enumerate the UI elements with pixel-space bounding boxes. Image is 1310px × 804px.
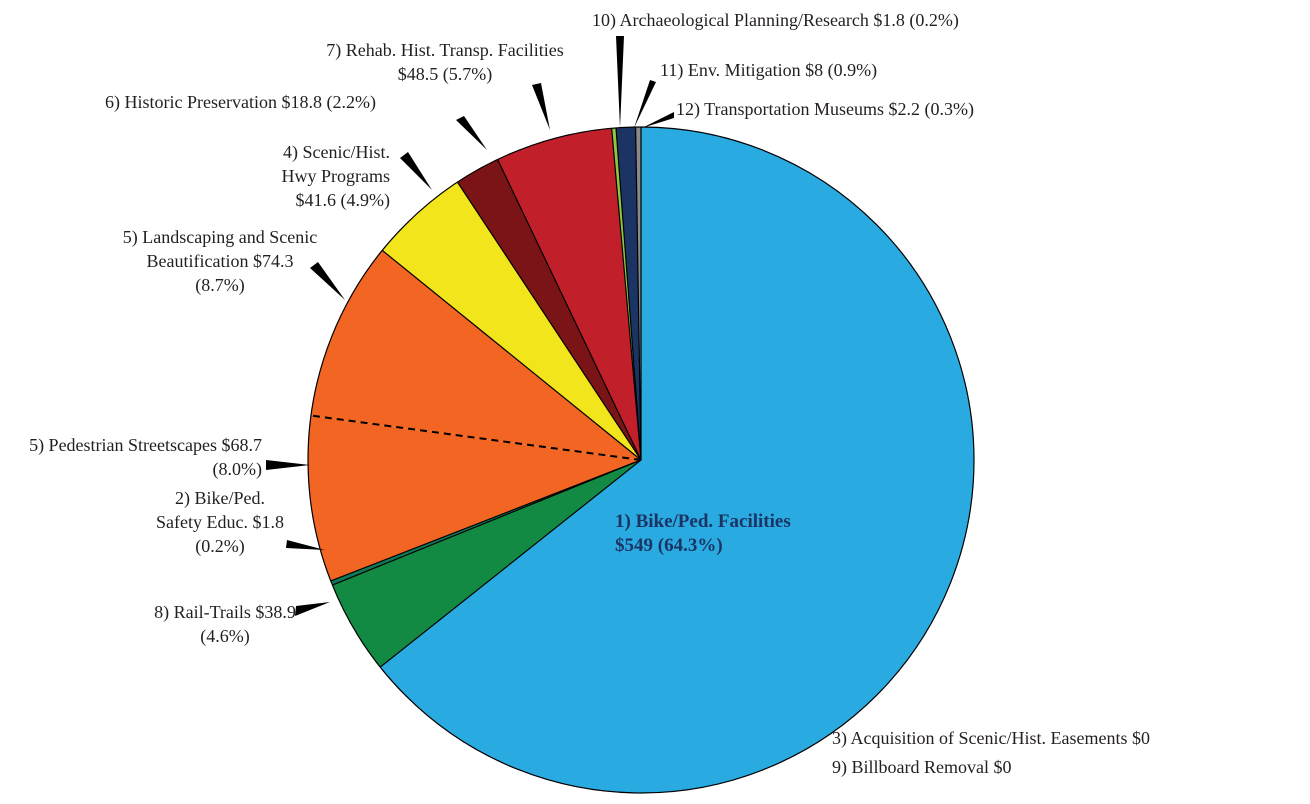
pointer [266, 460, 310, 470]
slice-value: $8 (0.9%) [805, 60, 878, 80]
slice-name: 2) Bike/Ped. Safety Educ. [156, 488, 265, 532]
pointers [266, 36, 674, 616]
pie-slice [332, 460, 641, 668]
slice-name: 12) Transportation Museums [676, 99, 885, 119]
slice-border [381, 249, 642, 461]
slice-label: 1) Bike/Ped. Facilities $549 (64.3%) [615, 510, 815, 558]
slice-name: 9) Billboard Removal [832, 757, 989, 777]
slice-border [310, 414, 642, 461]
pie-slice [497, 128, 641, 460]
slice-label: 7) Rehab. Hist. Transp. Facilities $48.5… [325, 38, 565, 86]
slice-border [615, 127, 642, 461]
slice-value: $74.3 (8.7%) [195, 251, 294, 295]
slice-name: 5) Pedestrian Streetscapes [29, 435, 217, 455]
slice-name: 1) Bike/Ped. Facilities [615, 511, 791, 532]
slice-name: 6) Historic Preservation [105, 92, 277, 112]
slice-name: 3) Acquisition of Scenic/Hist. Easements [832, 728, 1128, 748]
slice-border [497, 159, 642, 461]
slice-label: 5) Landscaping and Scenic Beautification… [120, 225, 320, 297]
slice-border [611, 128, 642, 461]
pie-slice [308, 415, 641, 581]
slice-name: 4) Scenic/Hist. Hwy Programs [281, 142, 391, 186]
slices [307, 126, 975, 794]
pointer [642, 112, 674, 128]
slice-name: 5) Landscaping and Scenic Beautification [122, 227, 318, 271]
slice-label: 8) Rail-Trails $38.9 (4.6%) [150, 600, 300, 648]
slice-value: $18.8 (2.2%) [281, 92, 376, 112]
slice-label: 4) Scenic/Hist. Hwy Programs $41.6 (4.9%… [250, 140, 391, 212]
slice-value: $0 [993, 757, 1012, 777]
pointer [400, 152, 432, 190]
pie-slice [380, 127, 974, 793]
slice-value: $0 [1131, 728, 1150, 748]
slice-value: $38.9 (4.6%) [200, 602, 296, 646]
slice-value: $41.6 (4.9%) [295, 190, 390, 210]
pie-slice [310, 250, 641, 460]
slice-value: $1.8 (0.2%) [873, 10, 959, 30]
slice-label: 5) Pedestrian Streetscapes $68.7 (8.0%) [0, 433, 262, 481]
slice-value: $68.7 (8.0%) [212, 435, 262, 479]
pie-slice [382, 182, 641, 460]
slice-label: 2) Bike/Ped. Safety Educ. $1.8 (0.2%) [155, 486, 285, 558]
slice-label: 9) Billboard Removal $0 [832, 755, 1302, 779]
slice-label: 12) Transportation Museums $2.2 (0.3%) [676, 97, 1176, 121]
slice-name: 7) Rehab. Hist. Transp. Facilities [326, 40, 564, 60]
slice-border [456, 181, 642, 461]
slice-border [379, 459, 642, 668]
pointer [532, 83, 550, 130]
slice-border [635, 127, 642, 461]
slice-name: 10) Archaeological Planning/Research [592, 10, 869, 30]
slice-name: 11) Env. Mitigation [660, 60, 801, 80]
slice-value: $1.8 (0.2%) [195, 512, 284, 556]
slice-label: 3) Acquisition of Scenic/Hist. Easements… [832, 726, 1302, 750]
slice-value: $2.2 (0.3%) [888, 99, 974, 119]
slice-value: $549 (64.3%) [615, 535, 723, 556]
slice-border [330, 459, 642, 582]
slice-border [332, 459, 642, 586]
slice-value: $48.5 (5.7%) [397, 64, 493, 84]
pointer [310, 262, 345, 300]
slice-label: 11) Env. Mitigation $8 (0.9%) [660, 58, 1060, 82]
slice-label: 10) Archaeological Planning/Research $1.… [592, 8, 1152, 32]
pointer [286, 540, 325, 550]
pointer [456, 116, 487, 150]
pointer [295, 602, 330, 616]
pointer [634, 80, 656, 128]
pointer [616, 36, 624, 128]
pie-slice [457, 159, 641, 461]
slice-label: 6) Historic Preservation $18.8 (2.2%) [105, 90, 505, 114]
slice-name: 8) Rail-Trails [154, 602, 251, 622]
